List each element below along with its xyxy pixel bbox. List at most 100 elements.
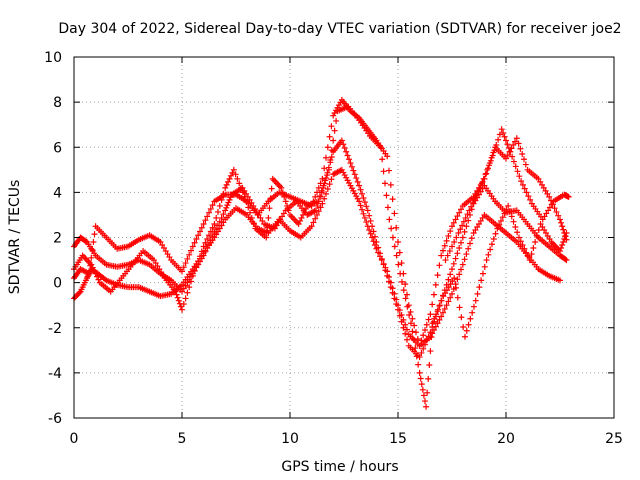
data-point [443, 302, 450, 309]
data-point [447, 294, 454, 301]
data-point [422, 341, 428, 348]
data-point [427, 348, 434, 355]
data-point [188, 247, 194, 254]
data-point [391, 210, 398, 217]
data-point [206, 241, 212, 248]
data-point [371, 242, 378, 249]
data-point [542, 187, 549, 194]
data-point [161, 245, 167, 252]
data-point [418, 337, 425, 344]
data-point [369, 234, 376, 241]
data-point [477, 217, 484, 224]
data-point [91, 231, 98, 238]
data-point [393, 224, 400, 231]
data-point [496, 221, 503, 228]
data-point [380, 261, 387, 268]
data-point [445, 298, 452, 305]
data-point [459, 222, 466, 229]
data-point [184, 289, 191, 296]
data-point [526, 257, 533, 264]
data-point [357, 202, 364, 209]
data-point [186, 251, 193, 258]
data-point [459, 234, 466, 241]
data-point [551, 205, 558, 212]
data-point [441, 305, 448, 312]
data-point [487, 157, 494, 164]
data-point [561, 236, 568, 243]
data-point [418, 349, 425, 356]
data-point [159, 272, 166, 279]
data-point [420, 392, 427, 399]
data-point [184, 255, 191, 262]
data-point [470, 229, 477, 236]
data-point [189, 272, 196, 279]
data-point [216, 225, 223, 232]
data-point [508, 213, 515, 220]
y-tick-label: 4 [53, 185, 62, 201]
data-point [542, 229, 549, 236]
x-tick-label: 25 [605, 431, 623, 447]
data-point [537, 178, 544, 185]
data-point [162, 248, 169, 255]
data-point [449, 243, 455, 250]
data-point [318, 187, 325, 194]
data-point [370, 238, 377, 245]
data-point [523, 249, 530, 256]
data-point [546, 236, 553, 243]
data-point [200, 220, 207, 227]
data-point [177, 303, 184, 310]
data-point [413, 353, 420, 360]
data-point [503, 137, 509, 144]
data-point [480, 175, 487, 182]
data-point [159, 242, 166, 249]
data-point [312, 207, 319, 214]
data-point [456, 245, 463, 252]
data-point [230, 166, 237, 173]
data-point [180, 264, 187, 271]
data-point [445, 232, 452, 239]
data-point [463, 223, 470, 230]
chart-title: Day 304 of 2022, Sidereal Day-to-day VTE… [58, 21, 621, 37]
data-point [326, 181, 333, 188]
data-point [223, 204, 230, 211]
data-point [539, 181, 545, 188]
data-point [344, 152, 351, 159]
data-point [211, 220, 218, 227]
data-point [402, 295, 409, 302]
data-point [411, 322, 418, 329]
data-point [245, 204, 252, 211]
data-point [479, 214, 486, 221]
data-point [363, 219, 370, 226]
data-point [338, 137, 345, 144]
data-point [350, 167, 357, 174]
data-point [460, 218, 467, 225]
data-point [490, 236, 497, 243]
data-point [426, 361, 433, 368]
data-point [462, 214, 469, 221]
data-point [179, 268, 185, 275]
data-point [438, 313, 445, 320]
data-point [207, 228, 214, 235]
data-point [427, 311, 434, 318]
data-point [535, 175, 542, 182]
data-point [366, 226, 373, 233]
y-axis-label: SDTVAR / TECUs [7, 180, 23, 295]
data-point [375, 244, 382, 251]
data-point [325, 166, 332, 173]
data-point [458, 206, 464, 213]
data-point [458, 314, 465, 321]
data-point [440, 247, 446, 254]
data-point [433, 311, 440, 318]
data-point [420, 332, 427, 339]
data-point [452, 284, 459, 291]
data-point [247, 209, 254, 216]
data-point [449, 290, 455, 297]
data-point [223, 181, 230, 188]
data-point [422, 327, 428, 334]
data-point [264, 224, 271, 231]
data-point [452, 255, 459, 262]
data-point [202, 217, 209, 224]
data-point [525, 193, 532, 200]
data-point [379, 156, 386, 163]
data-point [530, 245, 537, 252]
